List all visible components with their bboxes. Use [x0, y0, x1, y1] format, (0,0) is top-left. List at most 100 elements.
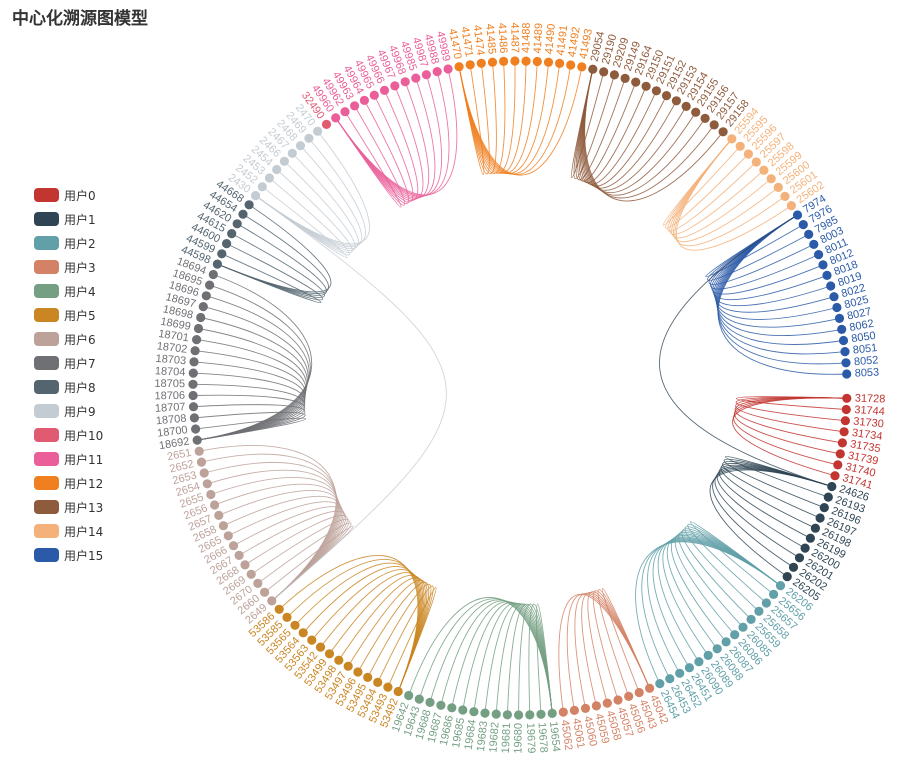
- node-dot[interactable]: [400, 77, 410, 87]
- node-dot[interactable]: [547, 708, 557, 719]
- node-dot[interactable]: [818, 260, 828, 270]
- node-dot[interactable]: [665, 674, 675, 684]
- node-dot[interactable]: [694, 657, 704, 667]
- node-dot[interactable]: [842, 369, 852, 379]
- node-dot[interactable]: [792, 210, 803, 220]
- node-dot[interactable]: [624, 691, 634, 702]
- node-dot[interactable]: [307, 635, 317, 645]
- node-dot[interactable]: [675, 668, 685, 678]
- node-dot[interactable]: [810, 523, 821, 533]
- node-dot[interactable]: [800, 543, 810, 553]
- node-dot[interactable]: [272, 164, 282, 175]
- node-dot[interactable]: [210, 500, 220, 510]
- node-dot[interactable]: [480, 708, 490, 718]
- node-dot[interactable]: [837, 438, 848, 448]
- node-dot[interactable]: [700, 113, 710, 123]
- node-dot[interactable]: [746, 614, 756, 625]
- node-dot[interactable]: [264, 173, 274, 183]
- node-dot[interactable]: [602, 698, 612, 708]
- node-dot[interactable]: [232, 219, 242, 229]
- node-dot[interactable]: [809, 239, 819, 249]
- legend-item-user0[interactable]: 用户0: [34, 183, 103, 207]
- node-dot[interactable]: [641, 81, 651, 91]
- node-dot[interactable]: [331, 113, 341, 123]
- node-dot[interactable]: [257, 182, 267, 192]
- node-dot[interactable]: [832, 302, 842, 313]
- node-dot[interactable]: [842, 393, 852, 403]
- node-dot[interactable]: [718, 127, 728, 137]
- node-dot[interactable]: [735, 141, 745, 151]
- node-dot[interactable]: [712, 644, 722, 654]
- node-dot[interactable]: [788, 562, 799, 572]
- node-dot[interactable]: [404, 690, 414, 701]
- node-dot[interactable]: [502, 710, 512, 720]
- node-dot[interactable]: [805, 533, 816, 543]
- node-dot[interactable]: [234, 550, 244, 561]
- node-dot[interactable]: [321, 119, 332, 129]
- node-dot[interactable]: [421, 70, 431, 80]
- node-dot[interactable]: [290, 620, 300, 630]
- node-dot[interactable]: [192, 335, 202, 345]
- node-dot[interactable]: [536, 709, 546, 719]
- node-dot[interactable]: [189, 357, 199, 367]
- node-dot[interactable]: [773, 182, 783, 192]
- node-dot[interactable]: [390, 81, 400, 91]
- node-dot[interactable]: [730, 630, 740, 640]
- legend-item-user9[interactable]: 用户9: [34, 399, 103, 423]
- node-dot[interactable]: [661, 91, 672, 101]
- node-dot[interactable]: [279, 156, 289, 166]
- legend-item-user12[interactable]: 用户12: [34, 471, 103, 495]
- node-dot[interactable]: [363, 672, 373, 683]
- node-dot[interactable]: [240, 560, 250, 570]
- node-dot[interactable]: [295, 141, 306, 151]
- node-dot[interactable]: [217, 249, 227, 259]
- node-dot[interactable]: [671, 96, 682, 106]
- node-dot[interactable]: [287, 148, 297, 158]
- node-dot[interactable]: [499, 56, 509, 66]
- node-dot[interactable]: [591, 701, 602, 711]
- node-dot[interactable]: [411, 73, 421, 83]
- node-dot[interactable]: [829, 292, 839, 302]
- node-dot[interactable]: [841, 358, 851, 368]
- node-dot[interactable]: [274, 604, 284, 614]
- node-dot[interactable]: [691, 107, 701, 117]
- node-dot[interactable]: [631, 77, 641, 87]
- node-dot[interactable]: [798, 220, 808, 230]
- node-dot[interactable]: [208, 269, 218, 280]
- node-dot[interactable]: [260, 587, 270, 597]
- legend-item-user2[interactable]: 用户2: [34, 231, 103, 255]
- node-dot[interactable]: [823, 492, 833, 502]
- node-dot[interactable]: [738, 622, 748, 632]
- node-dot[interactable]: [476, 58, 486, 68]
- node-dot[interactable]: [521, 56, 531, 66]
- node-dot[interactable]: [267, 596, 277, 606]
- node-dot[interactable]: [566, 60, 576, 70]
- node-dot[interactable]: [436, 700, 446, 710]
- legend-item-user1[interactable]: 用户1: [34, 207, 103, 231]
- node-dot[interactable]: [487, 57, 498, 67]
- node-dot[interactable]: [754, 606, 764, 616]
- legend-item-user5[interactable]: 用户5: [34, 303, 103, 327]
- node-dot[interactable]: [205, 280, 215, 290]
- node-dot[interactable]: [826, 281, 836, 291]
- node-dot[interactable]: [202, 479, 212, 489]
- node-dot[interactable]: [814, 250, 824, 260]
- node-dot[interactable]: [766, 174, 776, 184]
- node-dot[interactable]: [577, 62, 587, 72]
- node-dot[interactable]: [782, 572, 792, 582]
- node-dot[interactable]: [840, 347, 850, 357]
- legend-item-user6[interactable]: 用户6: [34, 327, 103, 351]
- node-dot[interactable]: [246, 569, 256, 579]
- node-dot[interactable]: [227, 229, 237, 239]
- node-dot[interactable]: [379, 85, 390, 95]
- node-dot[interactable]: [613, 695, 623, 705]
- node-dot[interactable]: [514, 710, 524, 720]
- node-dot[interactable]: [532, 56, 542, 67]
- node-dot[interactable]: [206, 489, 216, 500]
- node-dot[interactable]: [393, 686, 403, 697]
- node-dot[interactable]: [620, 73, 630, 83]
- node-dot[interactable]: [841, 404, 851, 415]
- node-dot[interactable]: [443, 64, 453, 74]
- node-dot[interactable]: [353, 667, 363, 677]
- node-dot[interactable]: [684, 663, 695, 673]
